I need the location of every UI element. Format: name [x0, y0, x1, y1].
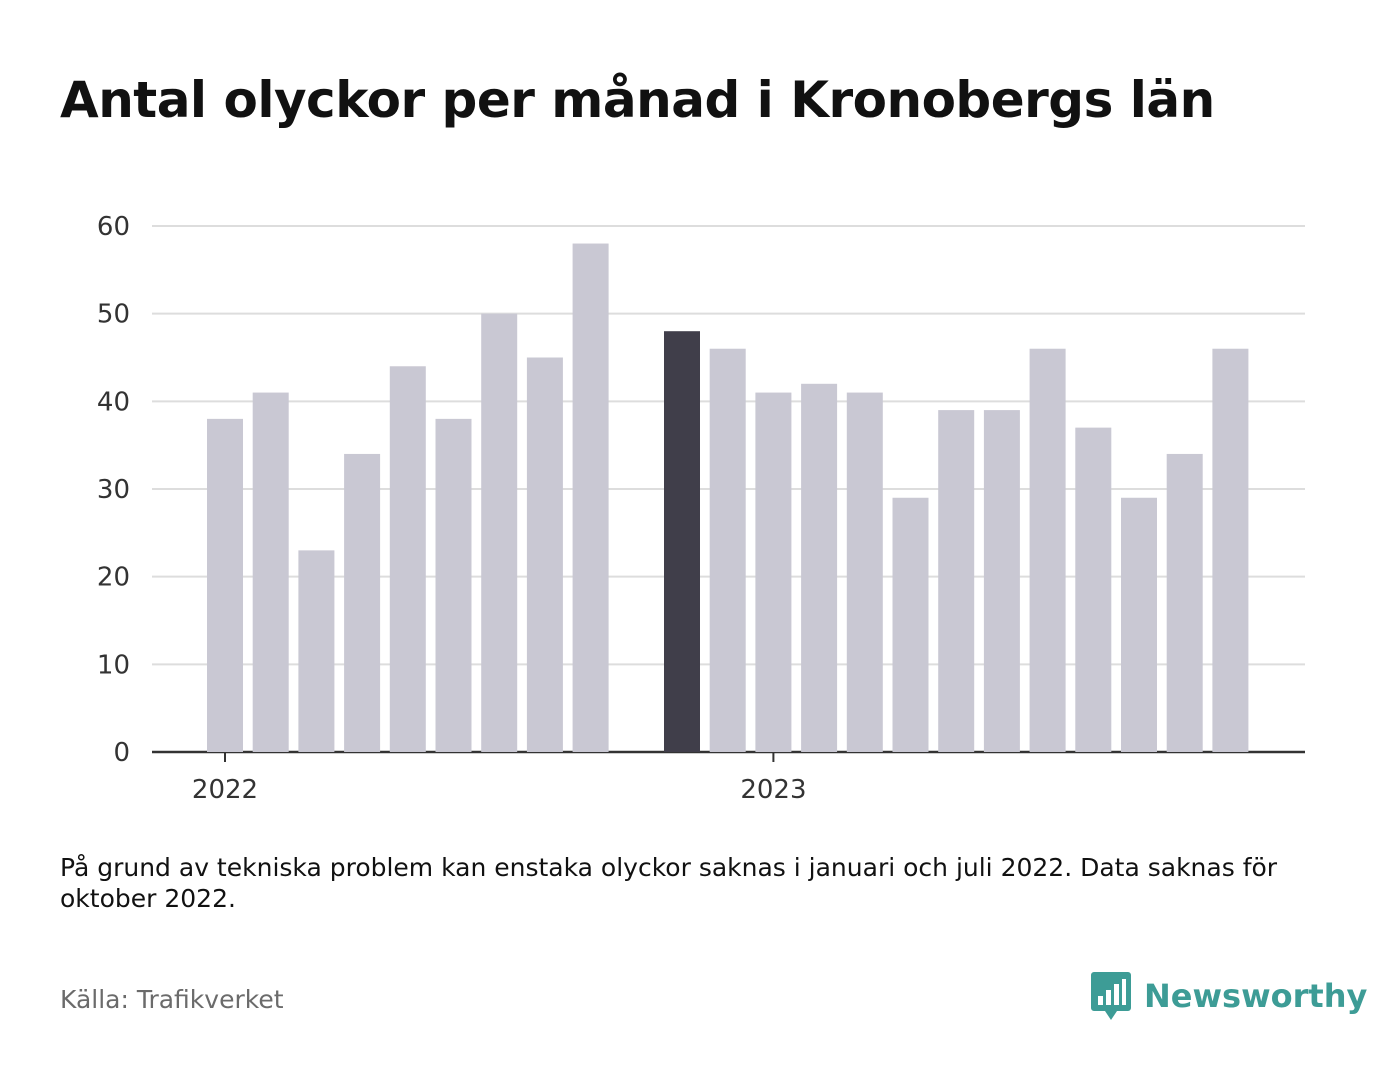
- y-tick-label: 10: [97, 650, 130, 680]
- y-tick-label: 20: [97, 563, 130, 593]
- bar-2022-03: [298, 550, 335, 752]
- bar-2022-01: [207, 418, 243, 752]
- y-axis-ticks: 0 10 20 30 40 50 60: [97, 212, 130, 768]
- footnote: På grund av tekniska problem kan enstaka…: [60, 853, 1278, 913]
- bar-2023-05: [938, 410, 975, 752]
- y-tick-label: 60: [97, 212, 130, 242]
- x-tick-label: 2022: [192, 775, 258, 805]
- bar-2023-03: [846, 392, 883, 752]
- bar-2023-06: [983, 410, 1020, 752]
- bar-2023-01: [755, 392, 792, 752]
- bar-2022-06: [435, 418, 472, 752]
- bar-2022-12: [709, 348, 746, 752]
- bar-2022-08: [526, 357, 563, 752]
- bar-2023-08: [1075, 427, 1112, 752]
- y-tick-label: 30: [97, 475, 130, 505]
- bar-2022-07: [481, 313, 518, 752]
- y-tick-label: 40: [97, 387, 130, 417]
- chart-title: Antal olyckor per månad i Kronobergs län: [60, 71, 1215, 129]
- bar-2023-09: [1121, 497, 1157, 752]
- brand-name: Newsworthy: [1144, 977, 1368, 1015]
- y-tick-label: 50: [97, 300, 130, 330]
- bar-2022-11: [664, 331, 700, 752]
- source-label: Källa: Trafikverket: [60, 985, 284, 1014]
- x-axis-ticks: 2022 2023: [192, 752, 806, 805]
- bar-chart-speech-bubble-icon: [1091, 972, 1131, 1020]
- bar-2023-04: [892, 497, 929, 752]
- bar-2023-02: [801, 383, 838, 752]
- bar-2022-09: [572, 243, 609, 752]
- bar-2023-10: [1166, 453, 1203, 752]
- bars: [207, 243, 1249, 752]
- x-tick-label: 2023: [740, 775, 806, 805]
- bar-2022-05: [389, 366, 426, 752]
- bar-2023-11: [1212, 348, 1249, 752]
- bar-2022-04: [344, 453, 381, 752]
- bar-chart: 0 10 20 30 40 50 60 2022 2023: [97, 212, 1305, 805]
- bar-2023-07: [1029, 348, 1066, 752]
- y-tick-label: 0: [113, 738, 130, 768]
- brand-logo[interactable]: Newsworthy: [1090, 968, 1367, 1024]
- bar-2022-02: [252, 392, 289, 752]
